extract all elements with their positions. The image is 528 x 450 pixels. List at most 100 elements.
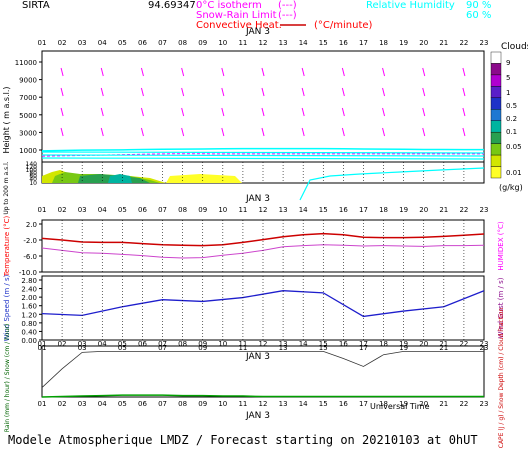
height-axis-title: Height ( m a.s.l.) — [2, 86, 11, 153]
hour-tick-label: 12 — [259, 206, 268, 214]
colorbar-tick-label: 0.5 — [506, 102, 517, 110]
low-tick-label: 60 — [29, 173, 37, 180]
cloud-colorbar: 9 5 1 0.5 0.2 0.1 0.05 0.01 — [490, 51, 522, 179]
rh-band-line — [41, 157, 485, 160]
hour-tick-label: 01 — [38, 340, 47, 348]
wind-barb — [341, 67, 345, 77]
hour-tick-label: 16 — [339, 340, 348, 348]
wind-tick-label: 1.20 — [21, 311, 37, 319]
temp-tick-label: -6.0 — [23, 253, 37, 261]
temp-tick-label: -2.0 — [23, 237, 37, 245]
wind-barb — [301, 127, 305, 137]
wind-barb — [181, 127, 185, 137]
wind-barb — [261, 107, 265, 117]
wind-barb — [221, 87, 225, 97]
temperature-plot-layer — [41, 232, 485, 259]
hour-tick-label: 12 — [259, 400, 268, 408]
date-label-precip: JAN 3 — [245, 352, 270, 362]
hour-tick-label: 19 — [399, 340, 408, 348]
wind-axis-title: Wind Speed (m / s) — [3, 274, 11, 341]
hour-tick-label: 14 — [299, 39, 308, 47]
date-label-bottom: JAN 3 — [245, 411, 270, 421]
hour-tick-label: 05 — [118, 39, 127, 47]
hour-tick-label: 09 — [198, 206, 207, 214]
colorbar-tick-label: 0.05 — [506, 143, 522, 151]
hour-tick-label: 04 — [98, 206, 107, 214]
wind-barb — [301, 87, 305, 97]
temperature-axis-title: Temperature (°C) — [3, 216, 11, 278]
hour-tick-label: 17 — [359, 400, 368, 408]
wind-barb — [462, 67, 466, 77]
wind-tick-label: 0.80 — [21, 320, 37, 328]
wind-barb — [341, 107, 345, 117]
wind-barb — [462, 107, 466, 117]
wind-barb — [60, 67, 64, 77]
cloud-area-low-5 — [166, 174, 242, 183]
colorbar-swatch — [490, 166, 502, 179]
hour-tick-label: 23 — [480, 340, 489, 348]
wind-barb — [140, 67, 144, 77]
rh-60: 60 % — [466, 10, 491, 21]
hour-tick-label: 18 — [379, 400, 388, 408]
wind-barb — [382, 67, 386, 77]
height-tick-label: 1000 — [19, 147, 37, 155]
wind-hour-label: 13 — [279, 344, 288, 352]
hour-tick-label: 08 — [178, 206, 187, 214]
colorbar-swatch — [490, 143, 502, 156]
colorbar-swatch — [490, 63, 502, 76]
hour-tick-label: 23 — [480, 206, 489, 214]
hour-tick-label: 06 — [138, 39, 147, 47]
wind-barb — [341, 127, 345, 137]
wind-barb — [382, 107, 386, 117]
hour-tick-label: 09 — [198, 340, 207, 348]
height-tick-label: 7000 — [19, 94, 37, 102]
temp-tick-label: 2.0 — [26, 221, 37, 229]
hour-tick-label: 11 — [238, 400, 247, 408]
precip-plot-layer — [41, 351, 484, 398]
height-plot-layer — [41, 67, 485, 201]
low-tick-label: 10 — [29, 180, 37, 187]
colorbar-swatch — [490, 51, 502, 64]
hour-tick-label: 01 — [38, 206, 47, 214]
rh-band-line — [41, 154, 485, 157]
hour-tick-label: 18 — [379, 39, 388, 47]
wind-barb — [181, 107, 185, 117]
height-series-line — [41, 153, 484, 157]
hour-tick-label: 11 — [238, 340, 247, 348]
wind-barb — [221, 127, 225, 137]
hour-tick-label: 02 — [58, 400, 67, 408]
hour-tick-label: 22 — [459, 206, 468, 214]
hour-tick-label: 10 — [218, 340, 227, 348]
height-tick-label: 9000 — [19, 77, 37, 85]
hour-tick-label: 10 — [218, 206, 227, 214]
wind-barb — [100, 127, 104, 137]
wind-tick-label: 2.00 — [21, 294, 37, 302]
wind-barb — [382, 127, 386, 137]
wind-hour-label: 01 — [38, 344, 47, 352]
rh-90: 90 % — [466, 0, 491, 11]
hour-tick-label: 04 — [98, 39, 107, 47]
wind-barb — [60, 127, 64, 137]
colorbar-swatch — [490, 97, 502, 110]
temp-tick-label: -10.0 — [19, 269, 37, 277]
colorbar-tick-label: 0.1 — [506, 128, 517, 136]
axes-layer: 01 02 03 04 05 06 07 08 09 10 11 12 13 14 15 16 17 18 19 20… — [15, 39, 489, 408]
hour-tick-label: 08 — [178, 340, 187, 348]
hour-tick-label: 23 — [480, 39, 489, 47]
colorbar-swatch — [490, 109, 502, 121]
precip-series-line — [41, 394, 484, 398]
wind-barb — [181, 67, 185, 77]
low-tick-label: 100 — [26, 167, 38, 174]
wind-barb — [261, 127, 265, 137]
wind-barb — [140, 107, 144, 117]
low-tick-label: 40 — [29, 176, 37, 183]
wind-barb — [100, 67, 104, 77]
wind-barb — [382, 87, 386, 97]
legend-snow-key: (---) — [278, 10, 297, 21]
height-tick-label: 5000 — [19, 112, 37, 120]
colorbar-swatch — [490, 120, 502, 133]
hour-tick-label: 16 — [339, 206, 348, 214]
cloud-area-low-4 — [108, 174, 132, 183]
hour-tick-label: 08 — [178, 39, 187, 47]
hour-tick-label: 22 — [459, 340, 468, 348]
